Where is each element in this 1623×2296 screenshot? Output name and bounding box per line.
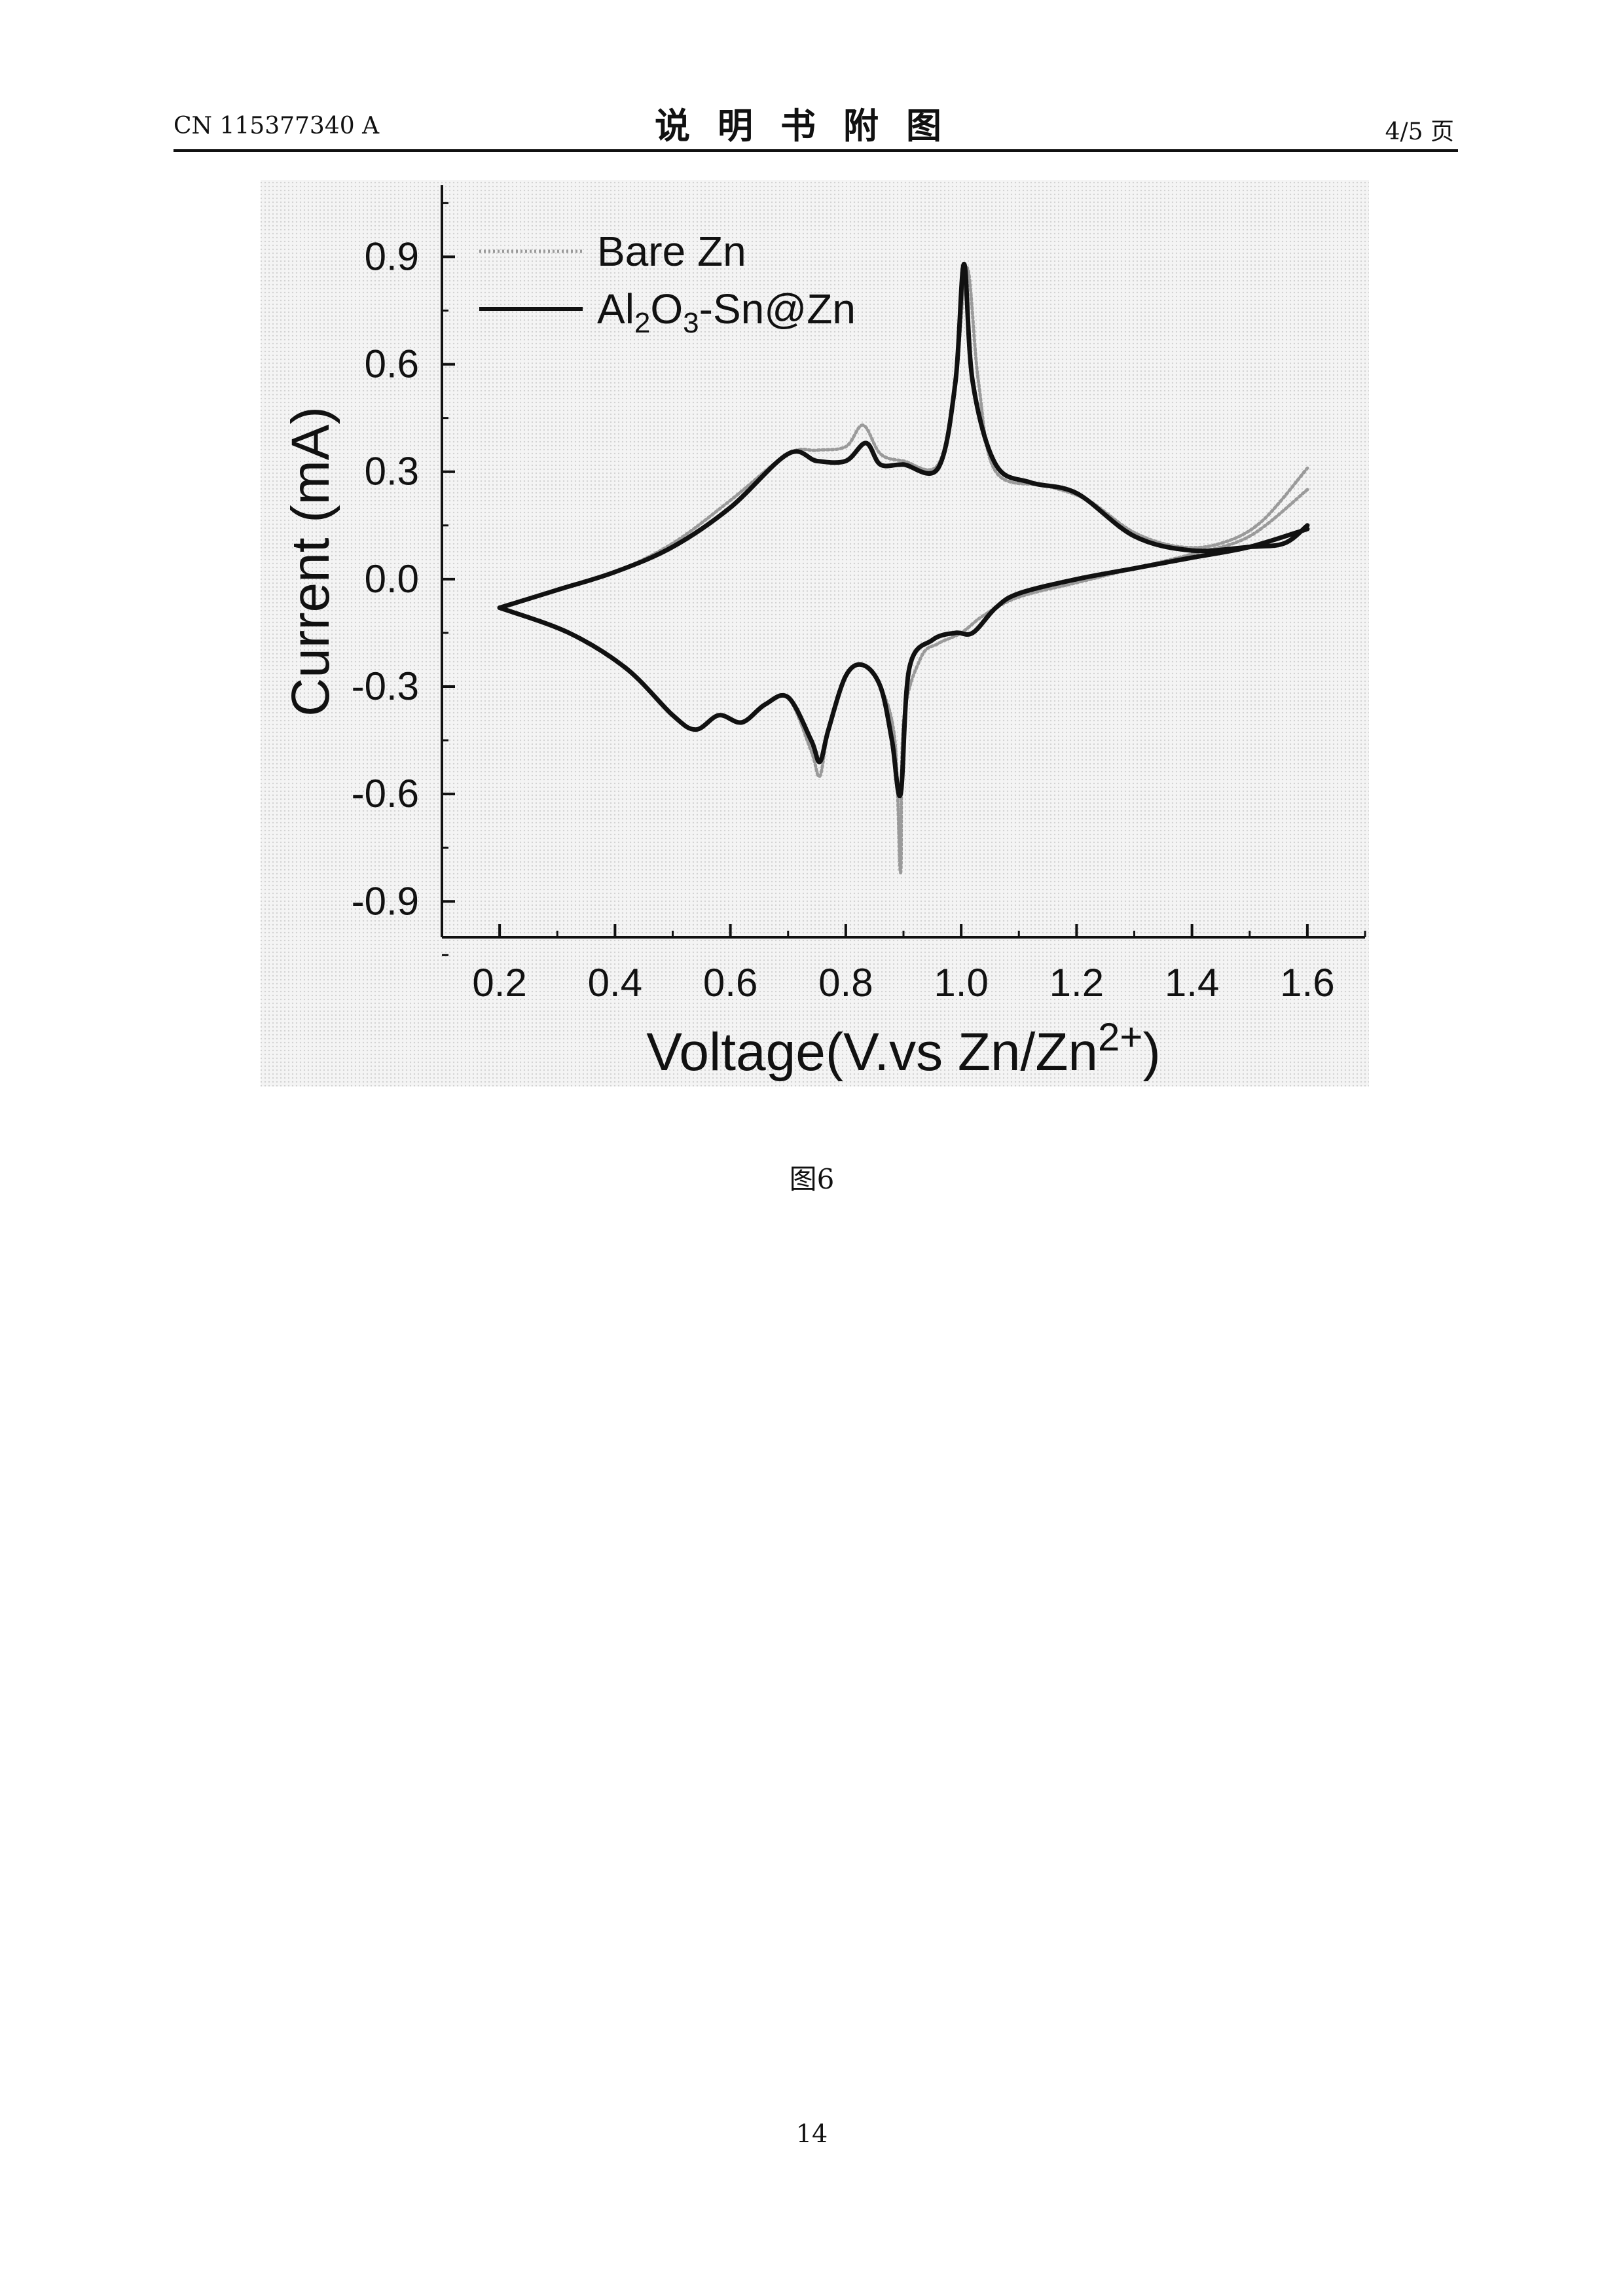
x-tick-label: 0.2 — [472, 961, 526, 1005]
y-tick-label: 0.9 — [365, 234, 419, 278]
header-rule — [173, 149, 1458, 152]
legend-label: Bare Zn — [597, 228, 746, 275]
figure-caption: 图6 — [789, 1163, 835, 1195]
y-tick-label: 0.3 — [365, 450, 419, 493]
y-tick-label: -0.3 — [352, 664, 419, 708]
y-tick-label: 0.6 — [365, 342, 419, 386]
y-axis-title: Current (mA) — [281, 406, 340, 717]
cv-chart: 0.2 0.4 0.6 0.8 1.0 1.2 1.4 1.6 0.9 0.6 0.3 0.0 -0.3… — [261, 180, 1369, 1086]
page-heading: 说明书附图 — [655, 105, 969, 147]
legend-label: Al2O3-Sn@Zn — [597, 285, 856, 339]
plot-layer: 0.2 0.4 0.6 0.8 1.0 1.2 1.4 1.6 0.9 0.6 0.3 0.0 -0.3… — [281, 185, 1366, 1082]
x-tick-label: 1.2 — [1049, 961, 1104, 1005]
patent-number: CN 115377340 A — [173, 113, 380, 139]
y-tick-label: 0.0 — [365, 557, 419, 601]
y-tick-label: -0.6 — [352, 772, 419, 816]
x-tick-label: 1.6 — [1280, 961, 1334, 1005]
y-tick-label: -0.9 — [352, 879, 419, 923]
page-counter: 4/5 页 — [1385, 118, 1454, 145]
x-tick-label: 0.4 — [588, 961, 642, 1005]
x-tick-label: 0.6 — [703, 961, 757, 1005]
x-axis-title: Voltage(V.vs Zn/Zn2+) — [646, 1015, 1161, 1082]
x-tick-label: 1.0 — [934, 961, 988, 1005]
page-number: 14 — [795, 2119, 828, 2148]
x-tick-label: 0.8 — [818, 961, 873, 1005]
plot-area — [442, 185, 1365, 937]
series-al2o3-sn-zn-anodic-line — [497, 261, 1310, 611]
x-tick-label: 1.4 — [1165, 961, 1219, 1005]
series-al2o3-sn-zn-cathodic-line — [497, 526, 1310, 798]
